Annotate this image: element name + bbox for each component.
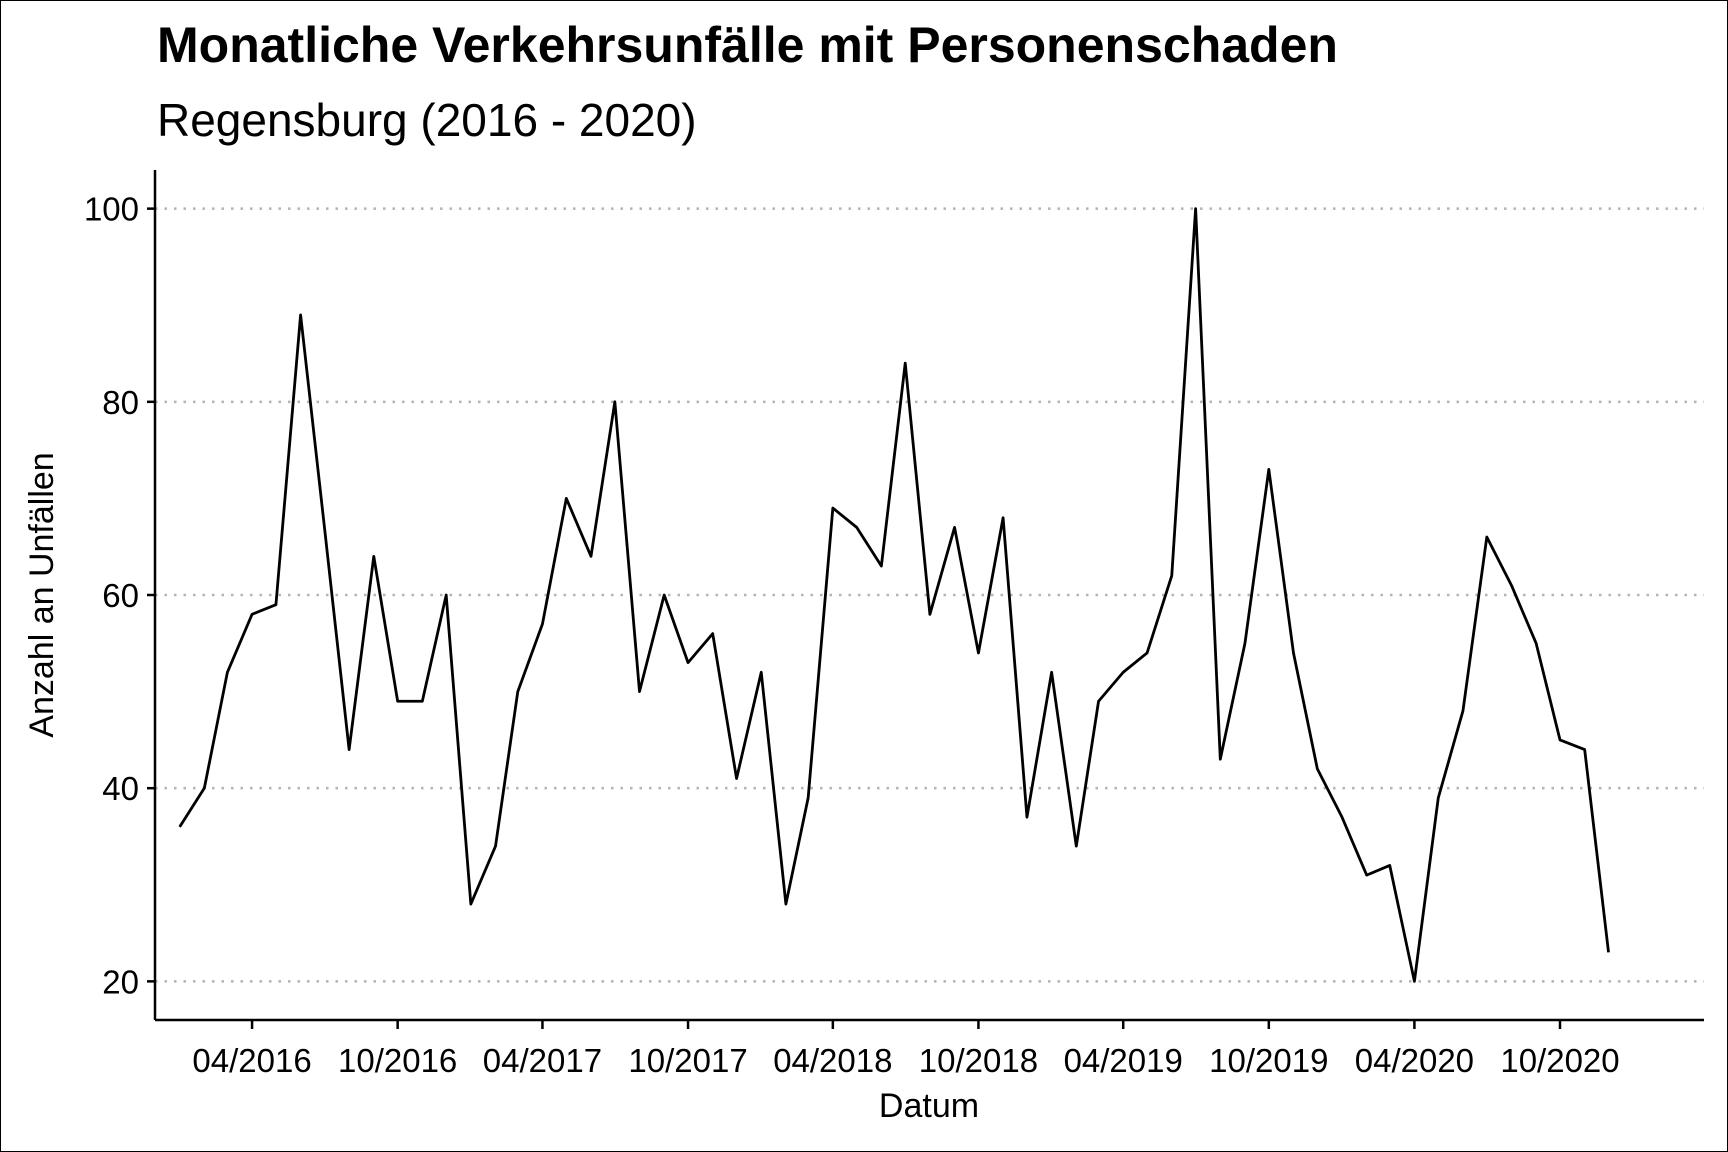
x-ticks: 04/2016 10/2016 04/2017 10/2017 04/2018 10/20… [192,1020,1620,1079]
x-tick-label-3: 10/2017 [628,1042,747,1079]
y-tick-label-60: 60 [102,577,139,614]
x-tick-label-6: 04/2019 [1064,1042,1183,1079]
series-layer [178,207,1610,983]
y-tick-label-100: 100 [84,191,139,228]
x-tick-label-9: 10/2020 [1500,1042,1619,1079]
x-tick-label-2: 04/2017 [483,1042,602,1079]
y-tick-label-80: 80 [102,384,139,421]
y-ticks: 20 40 60 80 100 [84,191,155,1000]
x-tick-label-4: 04/2018 [773,1042,892,1079]
x-tick-label-5: 10/2018 [919,1042,1038,1079]
gridlines [155,207,1704,983]
series-line-0 [178,207,1610,983]
chart-title: Monatliche Verkehrsunfälle mit Personens… [157,17,1338,73]
chart-subtitle: Regensburg (2016 - 2020) [157,94,697,146]
x-axis-title: Datum [879,1087,979,1125]
y-axis-title: Anzahl an Unfällen [23,452,61,737]
axes [153,170,1704,1022]
x-tick-label-7: 10/2019 [1209,1042,1328,1079]
y-tick-label-20: 20 [102,963,139,1000]
x-tick-label-0: 04/2016 [192,1042,311,1079]
x-tick-label-8: 04/2020 [1355,1042,1474,1079]
y-tick-label-40: 40 [102,770,139,807]
x-tick-label-1: 10/2016 [338,1042,457,1079]
